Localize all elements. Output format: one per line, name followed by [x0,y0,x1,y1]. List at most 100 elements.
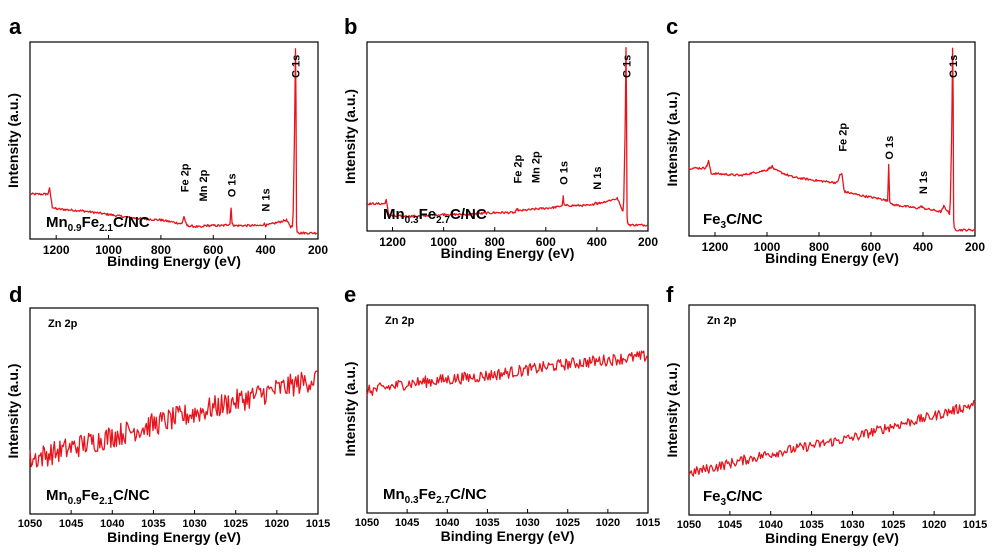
x-tick-label: 1040 [758,519,782,531]
plot-frame [29,41,319,240]
peak-label: C 1s [621,55,633,78]
peak-label: O 1s [884,136,896,160]
panel-d: d 1050 1045 1040 1035 1030 1025 1020 1015 Binding… [5,282,330,545]
panel-letter: e [344,282,356,307]
y-axis-label: Intensity (a.u.) [5,93,21,188]
x-tick-label: 600 [203,243,223,257]
x-tick-label: 1000 [430,235,457,249]
x-tick-label: 1040 [100,518,124,530]
sample-label: Mn0.3Fe2.7C/NC [383,206,487,226]
region-label: Zn 2p [707,315,737,327]
peak-label: C 1s [291,55,303,78]
x-tick-label: 1025 [223,518,247,530]
x-tick-label: 1200 [43,243,70,257]
x-axis-label: Binding Energy (eV) [107,253,241,269]
peak-label: N 1s [592,167,604,190]
series-line [29,48,319,235]
x-tick-label: 1030 [182,518,206,530]
x-tick-label: 1025 [881,519,905,531]
x-tick-label: 1050 [18,518,42,530]
peak-label: Mn 2p [531,151,543,183]
x-tick-label: 1020 [265,518,289,530]
x-tick-label: 1035 [475,517,499,529]
plot-frame [688,41,976,237]
panel-b: b 1200 1000 800 600 400 200 Binding Energy (eV)… [342,14,658,261]
x-tick-label: 1035 [141,518,165,530]
panel-a: a 1200 1000 800 600 400 200 Binding Energy (eV)… [5,14,328,269]
sample-label: Fe3C/NC [703,488,763,508]
x-tick-label: 1045 [59,518,83,530]
panel-letter: b [344,14,357,39]
x-tick-label: 1020 [922,519,946,531]
peak-label: N 1s [918,171,930,194]
x-tick-label: 1025 [555,517,579,529]
sample-label: Fe3C/NC [703,211,763,231]
peak-label: Fe 2p [179,163,191,192]
x-tick-label: 1045 [718,519,742,531]
y-axis-label: Intensity (a.u.) [664,363,680,458]
panel-c: c 1200 1000 800 600 400 200 Binding Energy (eV)… [664,14,985,266]
x-tick-label: 400 [587,235,607,249]
panel-letter: d [9,282,22,307]
series-line [366,350,649,397]
region-label: Zn 2p [385,315,415,327]
x-tick-label: 1015 [306,518,330,530]
x-tick-label: 200 [308,243,328,257]
x-tick-label: 800 [809,240,829,254]
x-axis-label: Binding Energy (eV) [441,245,575,261]
plot-frame [366,41,649,232]
series-line [367,46,649,227]
x-tick-label: 200 [965,240,985,254]
region-label: Zn 2p [48,318,78,330]
peak-label: N 1s [261,188,273,211]
plot-frame [29,307,319,515]
x-tick-label: 1200 [379,235,406,249]
x-axis-label: Binding Energy (eV) [441,528,575,544]
peak-label: Mn 2p [198,169,210,201]
panel-letter: a [9,14,22,39]
x-tick-label: 1200 [702,240,729,254]
x-tick-label: 200 [638,235,658,249]
sample-label: Mn0.3Fe2.7C/NC [383,486,487,506]
x-tick-label: 1015 [636,517,660,529]
x-tick-label: 600 [536,235,556,249]
x-tick-label: 1030 [515,517,539,529]
panel-f: f 1050 1045 1040 1035 1030 1025 1020 1015 Binding… [664,282,987,546]
x-tick-label: 1040 [435,517,459,529]
x-tick-label: 1015 [963,519,987,531]
x-tick-label: 1020 [596,517,620,529]
panel-letter: f [666,282,674,307]
panel-e: e 1050 1045 1040 1035 1030 1025 1020 1015 Binding… [342,282,660,544]
x-tick-label: 1035 [799,519,823,531]
x-tick-label: 800 [485,235,505,249]
x-tick-label: 1000 [95,243,122,257]
x-tick-label: 400 [913,240,933,254]
y-axis-label: Intensity (a.u.) [5,364,21,459]
plot-frame [688,304,976,516]
plot-frame [366,304,649,514]
series-line [688,47,976,232]
x-tick-label: 800 [151,243,171,257]
x-tick-label: 1050 [677,519,701,531]
series-line [29,370,319,468]
y-axis-label: Intensity (a.u.) [342,89,358,184]
sample-label: Mn0.9Fe2.1C/NC [46,214,150,234]
series-line [688,399,976,477]
x-axis-label: Binding Energy (eV) [765,530,899,546]
x-tick-label: 1030 [840,519,864,531]
peak-label: O 1s [558,161,570,185]
x-tick-label: 1050 [355,517,379,529]
x-axis-label: Binding Energy (eV) [765,250,899,266]
x-tick-label: 1000 [754,240,781,254]
y-axis-label: Intensity (a.u.) [664,92,680,187]
peak-label: C 1s [948,55,960,78]
x-axis-label: Binding Energy (eV) [107,529,241,545]
peak-label: Fe 2p [513,155,525,184]
sample-label: Mn0.9Fe2.1C/NC [46,487,150,507]
x-tick-label: 600 [861,240,881,254]
y-axis-label: Intensity (a.u.) [342,362,358,457]
panel-letter: c [666,14,678,39]
peak-label: Fe 2p [837,123,849,152]
x-tick-label: 400 [256,243,276,257]
